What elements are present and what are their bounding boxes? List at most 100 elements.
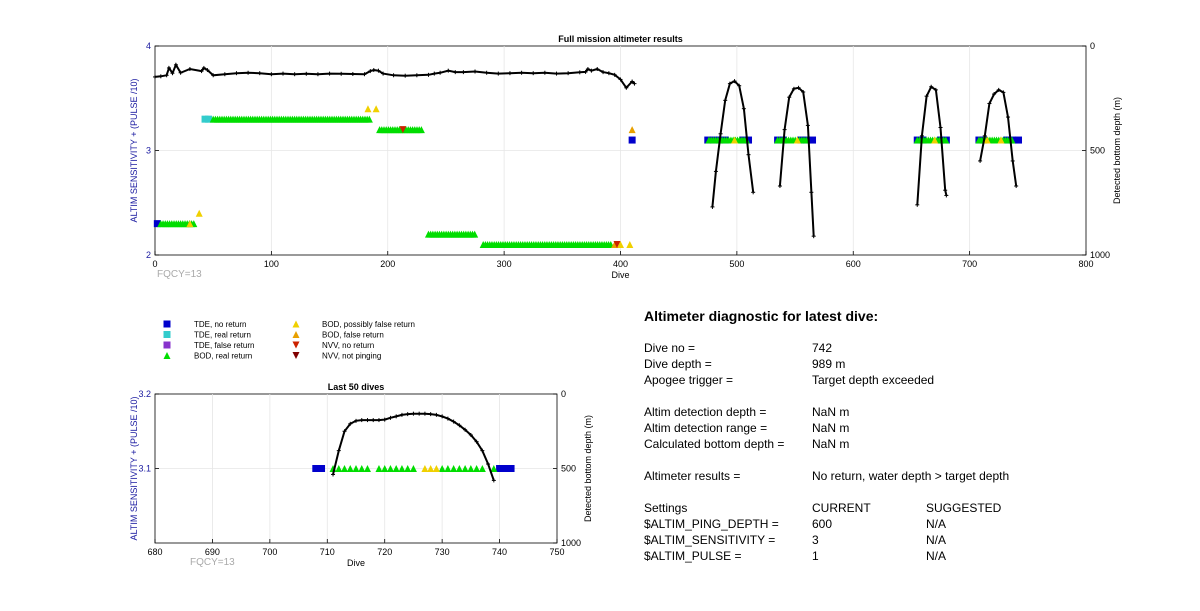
legend-item: TDE, real return [163, 331, 251, 340]
legend-item: BOD, false return [292, 331, 384, 340]
x-tick-label: 600 [846, 259, 861, 269]
data-point [628, 136, 636, 144]
data-point [455, 465, 463, 472]
series-bod-possibly-false-return [421, 465, 440, 472]
data-point [478, 465, 486, 472]
x-tick-label: 740 [492, 547, 507, 557]
legend-label: BOD, possibly false return [322, 320, 415, 329]
data-point [363, 465, 371, 472]
label: Calculated bottom depth = [644, 437, 785, 451]
data-point [153, 220, 161, 228]
data-point [471, 230, 479, 238]
data-point [438, 465, 446, 472]
diag-row-sensitivity: $ALTIM_SENSITIVITY = 3 N/A [644, 532, 1164, 548]
data-point [341, 465, 349, 472]
legend-marker [163, 341, 171, 349]
x-tick-label: 100 [264, 259, 279, 269]
legend-item: TDE, no return [163, 320, 246, 329]
value: NaN m [812, 421, 850, 435]
y-tick-label: 3.2 [138, 389, 151, 399]
data-point [417, 126, 425, 134]
data-point [983, 136, 991, 144]
value: NaN m [812, 405, 850, 419]
legend-marker [163, 352, 171, 359]
data-point [461, 465, 469, 472]
series-nvv-no-return [399, 126, 621, 249]
x-tick-label: 0 [152, 259, 157, 269]
data-point [364, 105, 372, 113]
data-point [467, 465, 475, 472]
series-bottom-depth-dives [710, 79, 1019, 239]
y-tick-label: 4 [146, 41, 151, 51]
chart-title: Last 50 dives [328, 382, 385, 392]
data-point [745, 136, 753, 144]
last-50-dives-chart: 680 690 700 710 720 730 740 750 3.1 3.2 0 500 1000 La… [129, 382, 593, 568]
data-point [628, 126, 636, 134]
y-axis-label: ALTIM SENSITIVITY + (PULSE /10) [129, 79, 139, 223]
data-point [372, 105, 380, 113]
current: 1 [812, 549, 819, 563]
diag-row-apogee: Apogee trigger = Target depth exceeded [644, 372, 1164, 388]
legend-label: TDE, no return [194, 320, 246, 329]
data-point [404, 465, 412, 472]
legend-marker [292, 320, 300, 328]
x-tick-label: 800 [1078, 259, 1093, 269]
x-axis-label: Dive [611, 270, 629, 280]
label: Settings [644, 501, 688, 515]
label: Apogee trigger = [644, 373, 734, 387]
fqcy-annotation: FQCY=13 [157, 269, 202, 280]
data-point [205, 115, 213, 123]
x-tick-label: 750 [549, 547, 564, 557]
data-point [613, 241, 621, 249]
series-tde-no-return [312, 465, 515, 472]
x-tick-label: 690 [205, 547, 220, 557]
legend-marker [292, 331, 300, 338]
data-point [346, 465, 354, 472]
y2-axis-label: Detected bottom depth (m) [1112, 97, 1122, 204]
series-bod-real-return [329, 465, 498, 472]
y-tick-label: 3.1 [138, 464, 151, 474]
y-tick-label: 3 [146, 146, 151, 156]
diag-row-dive-depth: Dive depth = 989 m [644, 356, 1164, 372]
data-point [421, 465, 429, 472]
y-axis-label: ALTIM SENSITIVITY + (PULSE /10) [129, 397, 139, 541]
data-point [358, 465, 366, 472]
y2-axis-label: Detected bottom depth (m) [583, 415, 593, 522]
diagnostic-title: Altimeter diagnostic for latest dive: [644, 308, 879, 324]
legend-marker [292, 352, 300, 359]
value: Target depth exceeded [812, 373, 935, 387]
label: Dive no = [644, 341, 696, 355]
data-point [386, 465, 394, 472]
data-point [335, 465, 343, 472]
suggested: N/A [926, 517, 947, 531]
y2-tick-label: 1000 [1090, 250, 1110, 260]
data-point [793, 136, 801, 144]
data-point [392, 465, 400, 472]
data-point [450, 465, 458, 472]
legend-item: BOD, possibly false return [292, 320, 415, 329]
data-point [490, 465, 498, 472]
data-point [809, 136, 817, 144]
value: 742 [812, 341, 833, 355]
data-point [399, 126, 407, 134]
y2-tick-label: 500 [1090, 146, 1105, 156]
y2-tick-label: 500 [561, 464, 576, 474]
current: 3 [812, 533, 819, 547]
label: Altim detection depth = [644, 405, 767, 419]
suggested: N/A [926, 549, 947, 563]
data-point [375, 465, 383, 472]
x-tick-label: 680 [147, 547, 162, 557]
full-mission-chart: 0 100 200 300 400 500 600 700 800 2 3 4 0 500 1000 Full… [129, 34, 1122, 280]
data-point [409, 465, 417, 472]
legend-label: BOD, false return [322, 331, 384, 340]
data-point [496, 465, 504, 472]
series-tde-real-return [201, 115, 213, 123]
legend-marker [163, 331, 171, 338]
diag-row-ping-depth: $ALTIM_PING_DEPTH = 600 N/A [644, 516, 1164, 532]
legend-label: BOD, real return [194, 352, 252, 361]
data-point [186, 220, 194, 228]
data-point [312, 465, 320, 472]
label: Altim detection range = [644, 421, 768, 435]
diag-row-altim-det-depth: Altim detection depth = NaN m [644, 404, 1164, 420]
legend-item: BOD, real return [163, 352, 252, 361]
